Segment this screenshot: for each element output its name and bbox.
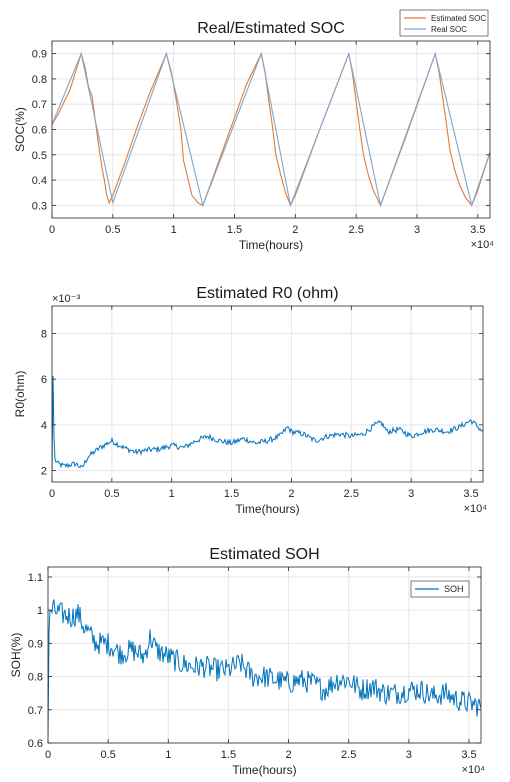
- soc-ytick-label: 0.8: [32, 74, 47, 86]
- r0-axes-box: [51, 305, 484, 483]
- soc-ytick-label: 0.9: [32, 49, 47, 61]
- soh-xtick-label: 0: [45, 749, 51, 761]
- r0-series-0: [52, 375, 483, 471]
- soh-ytick-label: 1: [37, 605, 43, 617]
- soh-ylabel: SOH(%): [9, 633, 23, 678]
- soc-xtick-label: 2: [292, 224, 298, 236]
- soc-legend-label-0: Estimated SOC: [431, 14, 486, 23]
- soc-legend-label-1: Real SOC: [431, 25, 467, 34]
- soc-xtick-label: 1: [171, 224, 177, 236]
- soh-xtick-label: 0.5: [100, 749, 115, 761]
- soh-xtick-label: 1: [165, 749, 171, 761]
- soh-xtick-label: 2.5: [341, 749, 356, 761]
- soc-xtick-label: 3.5: [470, 224, 485, 236]
- soh-legend-box: [410, 580, 470, 598]
- r0-xtick-label: 2.5: [344, 488, 359, 500]
- r0-ytick-label: 6: [41, 374, 47, 386]
- soh-series-group: [48, 599, 481, 737]
- soh-ytick-label: 0.6: [28, 738, 43, 750]
- r0-xtick-label: 2: [288, 488, 294, 500]
- r0-xtick-label: 1: [169, 488, 175, 500]
- r0-title: Estimated R0 (ohm): [196, 285, 338, 302]
- r0-xtick-label: 0: [49, 488, 55, 500]
- soc-legend-box: [399, 9, 489, 37]
- soh-ytick-label: 0.9: [28, 638, 43, 650]
- soh-xtick-label: 2: [285, 749, 291, 761]
- r0-y-exponent: ×10⁻³: [52, 293, 80, 305]
- soh-chart: 0 0.5 1 1.5 2 2.5 3 3.5 0.6 0.7 0.8 0.9 1 1.1 Estimate…: [9, 546, 485, 777]
- soc-xtick-label: 0: [49, 224, 55, 236]
- r0-xlabel: Time(hours): [235, 502, 299, 516]
- r0-series-group: [52, 375, 483, 471]
- r0-plot-area: [52, 306, 483, 482]
- soc-ytick-label: 0.4: [32, 175, 47, 187]
- r0-ytick-label: 8: [41, 328, 47, 340]
- r0-chart: 0 0.5 1 1.5 2 2.5 3 3.5 2 4 6 8 Estimated R0 (ohm) Ti…: [13, 285, 487, 516]
- soc-ytick-label: 0.6: [32, 125, 47, 137]
- soc-series-1: [52, 51, 490, 208]
- soh-xlabel: Time(hours): [232, 763, 296, 777]
- soc-ytick-label: 0.7: [32, 99, 47, 111]
- soh-x-exponent: ×10⁴: [462, 764, 486, 776]
- soc-ytick-label: 0.5: [32, 150, 47, 162]
- soc-legend: Estimated SOC Real SOC: [399, 9, 489, 37]
- soh-series-0: [48, 599, 481, 737]
- r0-ylabel: R0(ohm): [13, 371, 27, 418]
- r0-ytick-label: 4: [41, 420, 47, 432]
- soh-xtick-label: 1.5: [221, 749, 236, 761]
- r0-xtick-label: 3.5: [463, 488, 478, 500]
- soc-title: Real/Estimated SOC: [197, 20, 345, 37]
- soc-xtick-label: 2.5: [349, 224, 364, 236]
- r0-xtick-label: 3: [408, 488, 414, 500]
- soh-xtick-label: 3: [406, 749, 412, 761]
- soc-xtick-label: 1.5: [227, 224, 242, 236]
- r0-xtick-label: 1.5: [224, 488, 239, 500]
- r0-x-exponent: ×10⁴: [464, 503, 488, 515]
- r0-xtick-label: 0.5: [104, 488, 119, 500]
- soc-chart: 0 0.5 1 1.5 2 2.5 3 3.5 0.3 0.4 0.5 0.6 0.7 0.8 0.9 Rea…: [13, 9, 495, 252]
- soh-legend: SOH: [410, 580, 470, 598]
- soh-ytick-label: 1.1: [28, 572, 43, 584]
- soh-ytick-label: 0.8: [28, 672, 43, 684]
- soc-series-group: [52, 51, 490, 208]
- r0-ytick-label: 2: [41, 466, 47, 478]
- soc-xtick-label: 0.5: [105, 224, 120, 236]
- soh-xtick-label: 3.5: [461, 749, 476, 761]
- soc-xlabel: Time(hours): [239, 238, 303, 252]
- soc-x-exponent: ×10⁴: [471, 239, 495, 251]
- soh-legend-label: SOH: [444, 584, 464, 594]
- soc-xtick-label: 3: [414, 224, 420, 236]
- soh-ytick-label: 0.7: [28, 705, 43, 717]
- soc-ylabel: SOC(%): [13, 107, 27, 152]
- soc-ytick-label: 0.3: [32, 200, 47, 212]
- soh-title: Estimated SOH: [209, 546, 319, 563]
- soh-axes-box: [47, 566, 482, 744]
